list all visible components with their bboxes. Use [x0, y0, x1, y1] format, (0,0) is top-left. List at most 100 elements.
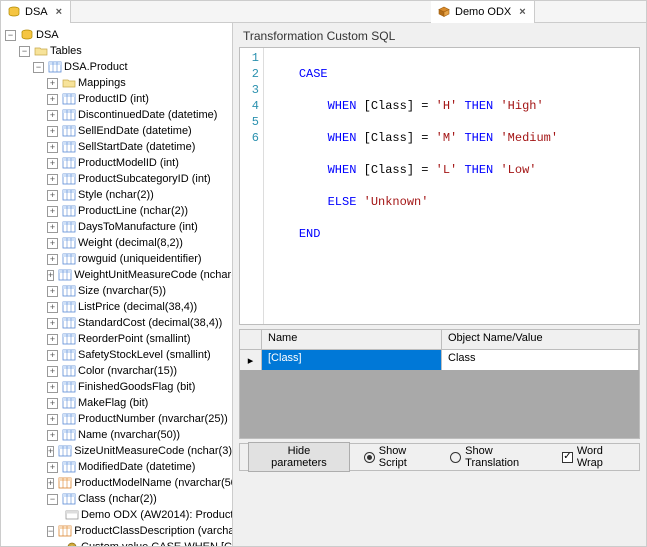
sql-keyword: WHEN [328, 99, 357, 113]
tree-node-column[interactable]: +ListPrice (decimal(38,4)) [47, 299, 232, 315]
tab-demo-odx[interactable]: Demo ODX × [431, 1, 535, 23]
sql-keyword: ELSE [328, 195, 364, 209]
line-number: 3 [240, 82, 259, 98]
expand-icon[interactable]: + [47, 238, 58, 249]
column-icon [62, 109, 76, 121]
tree-node-column[interactable]: +MakeFlag (bit) [47, 395, 232, 411]
expand-icon[interactable]: + [47, 382, 58, 393]
tree-node-column[interactable]: +StandardCost (decimal(38,4)) [47, 315, 232, 331]
column-icon [62, 173, 76, 185]
tree-node-column[interactable]: +Color (nvarchar(15)) [47, 363, 232, 379]
tree-node-tables[interactable]: − Tables [19, 43, 232, 59]
tree-node-column[interactable]: + Style (nchar(2)) [47, 187, 232, 203]
column-header-value[interactable]: Object Name/Value [442, 330, 639, 349]
cell-name[interactable]: [Class] [262, 350, 442, 370]
show-script-radio[interactable]: Show Script [364, 445, 436, 469]
tree-node-column[interactable]: +ProductSubcategoryID (int) [47, 171, 232, 187]
tree-node-column[interactable]: +WeightUnitMeasureCode (nchar(3)) [47, 267, 232, 283]
tree-node-custom-value[interactable]: Custom value CASE WHEN [Class] = 'H' THE… [61, 539, 232, 546]
tree-node-column[interactable]: +SellEndDate (datetime) [47, 123, 232, 139]
show-translation-radio[interactable]: Show Translation [450, 445, 548, 469]
expand-icon[interactable]: + [47, 94, 58, 105]
tree-node-column[interactable]: + ReorderPoint (smallint) [47, 331, 232, 347]
grid-corner [240, 330, 262, 349]
grid-row[interactable]: ▸ [Class] Class [240, 350, 639, 370]
expand-icon[interactable]: + [47, 366, 58, 377]
tree-node-mappings[interactable]: + Mappings [47, 75, 232, 91]
expand-icon[interactable]: + [47, 446, 54, 457]
expand-icon[interactable]: + [47, 414, 58, 425]
tree-node-column[interactable]: +ProductLine (nchar(2)) [47, 203, 232, 219]
cell-value[interactable]: Class [442, 350, 639, 370]
tree-node-column[interactable]: +ProductModelName (nvarchar(50)) [47, 475, 232, 491]
hide-parameters-button[interactable]: Hide parameters [248, 442, 350, 472]
expand-icon[interactable]: + [47, 158, 58, 169]
tree-node-column[interactable]: +Name (nvarchar(50)) [47, 427, 232, 443]
tree-node-class[interactable]: −Class (nchar(2)) [47, 491, 232, 507]
expand-icon[interactable]: + [47, 334, 58, 345]
sql-keyword: WHEN [328, 163, 357, 177]
sql-editor[interactable]: 1 2 3 4 5 6 CASE WHEN [Class] = 'H' THEN… [239, 47, 640, 325]
expand-icon[interactable]: + [47, 270, 54, 281]
collapse-icon[interactable]: − [19, 46, 30, 57]
tree-node-column[interactable]: +DaysToManufacture (int) [47, 219, 232, 235]
tree-node-column[interactable]: +Weight (decimal(8,2)) [47, 235, 232, 251]
column-icon [58, 525, 72, 537]
column-icon [62, 413, 76, 425]
tree-node-column[interactable]: +SizeUnitMeasureCode (nchar(3)) [47, 443, 232, 459]
expand-icon[interactable]: + [47, 350, 58, 361]
tree-label: Style (nchar(2)) [78, 187, 154, 203]
column-header-name[interactable]: Name [262, 330, 442, 349]
expand-icon[interactable]: + [47, 478, 54, 489]
folder-icon [34, 45, 48, 57]
tree-node-column[interactable]: +ProductModelID (int) [47, 155, 232, 171]
expand-icon[interactable]: + [47, 110, 58, 121]
word-wrap-checkbox[interactable]: ✓ Word Wrap [562, 445, 631, 469]
tree-node-column[interactable]: +Size (nvarchar(5)) [47, 283, 232, 299]
collapse-icon[interactable]: − [47, 526, 54, 537]
tree-node-column[interactable]: +rowguid (uniqueidentifier) [47, 251, 232, 267]
collapse-icon[interactable]: − [47, 494, 58, 505]
expand-icon[interactable]: + [47, 142, 58, 153]
column-icon [62, 349, 76, 361]
radio-label: Show Translation [465, 445, 548, 469]
expand-icon[interactable]: + [47, 78, 58, 89]
expand-icon[interactable]: + [47, 302, 58, 313]
expand-icon[interactable]: + [47, 126, 58, 137]
expand-icon[interactable]: + [47, 254, 58, 265]
expand-icon[interactable]: + [47, 190, 58, 201]
tree-node-productclassdescription[interactable]: −ProductClassDescription (varchar(7)) [47, 523, 232, 539]
tree-node-column[interactable]: +SellStartDate (datetime) [47, 139, 232, 155]
tree-node-column[interactable]: +ProductNumber (nvarchar(25)) [47, 411, 232, 427]
expand-icon[interactable]: + [47, 206, 58, 217]
tree-node-column[interactable]: +SafetyStockLevel (smallint) [47, 347, 232, 363]
expand-icon[interactable]: + [47, 222, 58, 233]
tree-label: ReorderPoint (smallint) [78, 331, 190, 347]
collapse-icon[interactable]: − [33, 62, 44, 73]
tree-node-column[interactable]: +ProductID (int) [47, 91, 232, 107]
tab-dsa[interactable]: DSA × [1, 1, 71, 23]
tree-node-column[interactable]: +ModifiedDate (datetime) [47, 459, 232, 475]
tree-node-column[interactable]: +FinishedGoodsFlag (bit) [47, 379, 232, 395]
close-icon[interactable]: × [515, 6, 525, 18]
expand-icon[interactable]: + [47, 286, 58, 297]
tree-node-root[interactable]: − DSA [5, 27, 232, 43]
expand-icon[interactable]: + [47, 430, 58, 441]
database-icon [20, 29, 34, 41]
tree-node-class-source[interactable]: Demo ODX (AW2014): Production.Product.Cl… [61, 507, 232, 523]
parameters-grid: Name Object Name/Value ▸ [Class] Class [239, 329, 640, 439]
close-icon[interactable]: × [52, 6, 62, 18]
sql-string: 'Unknown' [364, 195, 429, 209]
column-icon [62, 381, 76, 393]
code-area[interactable]: CASE WHEN [Class] = 'H' THEN 'High' WHEN… [264, 48, 558, 324]
tree-node-column[interactable]: +DiscontinuedDate (datetime) [47, 107, 232, 123]
collapse-icon[interactable]: − [5, 30, 16, 41]
expand-icon[interactable]: + [47, 398, 58, 409]
panel-title: Transformation Custom SQL [233, 23, 646, 47]
expand-icon[interactable]: + [47, 174, 58, 185]
cube-icon [437, 6, 451, 18]
tree-node-product-table[interactable]: − DSA.Product [33, 59, 232, 75]
expand-icon[interactable]: + [47, 318, 58, 329]
expand-icon[interactable]: + [47, 462, 58, 473]
column-icon [62, 397, 76, 409]
